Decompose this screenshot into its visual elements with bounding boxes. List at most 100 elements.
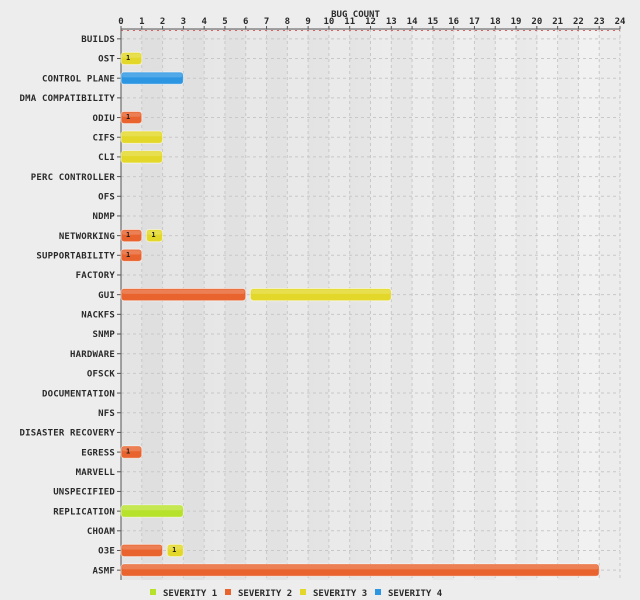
x-tick-label: 22 [573, 17, 584, 27]
bar-data-label: 1 [126, 231, 130, 239]
category-label: NETWORKING [59, 232, 115, 242]
category-label: DMA COMPATIBILITY [19, 94, 115, 104]
category-label: CIFS [93, 133, 115, 143]
legend-label: SEVERITY 2 [238, 589, 292, 599]
bar-severity-2 [120, 248, 143, 262]
category-label: REPLICATION [53, 507, 115, 517]
category-label: EGRESS [81, 448, 115, 458]
bar-severity-1 [120, 504, 184, 518]
gridlines [120, 29, 621, 580]
x-tick-label: 24 [615, 17, 626, 27]
x-tick-label: 8 [285, 17, 290, 27]
x-tick-label: 21 [552, 17, 563, 27]
x-tick-label: 6 [243, 17, 248, 27]
legend-swatch [300, 589, 306, 595]
legend-swatch [150, 589, 156, 595]
bar-highlight [251, 289, 391, 294]
category-label: OST [98, 55, 115, 65]
legend-label: SEVERITY 1 [163, 589, 217, 599]
category-label: HARDWARE [70, 350, 115, 360]
category-label: DOCUMENTATION [42, 389, 115, 399]
x-tick-label: 7 [264, 17, 269, 27]
category-labels: BUILDS OST CONTROL PLANE DMA COMPATIBILITY O… [19, 35, 115, 576]
x-tick-label: 17 [469, 17, 480, 27]
bar-highlight [168, 545, 183, 550]
category-label: NDMP [93, 212, 116, 222]
bar-data-label: 1 [126, 54, 130, 62]
x-tick-label: 19 [511, 17, 522, 27]
x-tick-label: 2 [160, 17, 165, 27]
grid-stripe [225, 29, 246, 580]
bar-highlight [147, 230, 162, 235]
x-tick-label: 13 [386, 17, 397, 27]
grid-stripe [142, 29, 163, 580]
legend: SEVERITY 1 SEVERITY 2 SEVERITY 3 SEVERITY 4 [150, 589, 443, 599]
x-tick-label: 9 [305, 17, 310, 27]
bar-severity-3 [120, 150, 164, 164]
category-label: ASMF [93, 566, 115, 576]
category-label: SUPPORTABILITY [36, 252, 115, 262]
x-tick-label: 23 [594, 17, 605, 27]
grid-stripe [433, 29, 454, 580]
x-tick-label: 18 [490, 17, 501, 27]
tick-labels: 0 1 2 3 4 5 6 7 8 9 10 11 12 13 14 15 16 17 18 19 20 21 22 23 24 [118, 17, 626, 27]
x-tick-label: 14 [407, 17, 418, 27]
bar-data-label: 1 [126, 251, 130, 259]
bar-data-label: 1 [151, 231, 155, 239]
grid-stripe [391, 29, 412, 580]
category-label: OFS [98, 192, 115, 202]
legend-swatch [225, 589, 231, 595]
bar-severity-2 [120, 445, 143, 459]
category-label: PERC CONTROLLER [31, 173, 116, 183]
legend-label: SEVERITY 3 [313, 589, 367, 599]
category-label: OFSCK [87, 370, 115, 380]
grid-stripe [558, 29, 579, 580]
category-label: CHOAM [87, 527, 115, 537]
x-tick-label: 4 [201, 17, 207, 27]
legend-label: SEVERITY 4 [388, 589, 443, 599]
x-tick-label: 16 [448, 17, 459, 27]
category-label: SNMP [93, 330, 116, 340]
x-tick-label: 10 [323, 17, 334, 27]
legend-swatch [375, 589, 381, 595]
x-axis-title: BUG COUNT [331, 10, 380, 20]
category-label: DISASTER RECOVERY [19, 429, 115, 439]
bar-highlight [122, 151, 162, 157]
x-tick-label: 20 [531, 17, 542, 27]
category-label: ODIU [93, 114, 115, 124]
grid-stripe [474, 29, 495, 580]
grid-stripe [308, 29, 329, 580]
grid-stripe [516, 29, 537, 580]
bar-severity-3 [120, 51, 143, 66]
bar-highlight [122, 565, 599, 570]
bar-highlight [122, 506, 183, 511]
x-tick-label: 11 [344, 17, 355, 27]
category-label: NFS [98, 409, 115, 419]
bar-highlight [122, 446, 141, 452]
bar-severity-2 [120, 563, 600, 577]
bar-severity-4 [120, 71, 184, 85]
x-tick-label: 5 [222, 17, 227, 27]
bar-severity-3 [249, 288, 392, 302]
bar-highlight [122, 53, 141, 58]
grid-stripe [183, 29, 204, 580]
bar-highlight [122, 545, 162, 550]
x-tick-label: 15 [427, 17, 438, 27]
category-label: BUILDS [81, 35, 115, 45]
x-tick-label: 3 [181, 17, 186, 27]
x-tick-label: 12 [365, 17, 376, 27]
bar-highlight [122, 132, 162, 137]
bars: 1 1 1 1 1 1 1 [120, 51, 600, 577]
bar-data-label: 1 [126, 113, 130, 121]
category-label: FACTORY [76, 271, 116, 281]
grid-stripe [267, 29, 288, 580]
bar-highlight [122, 230, 141, 235]
bar-severity-3 [166, 543, 184, 558]
bar-severity-2 [120, 110, 143, 125]
x-tick-label: 1 [139, 17, 144, 27]
bar-highlight [122, 112, 141, 117]
category-label: MARVELL [76, 468, 116, 478]
grid-stripe [599, 29, 620, 580]
